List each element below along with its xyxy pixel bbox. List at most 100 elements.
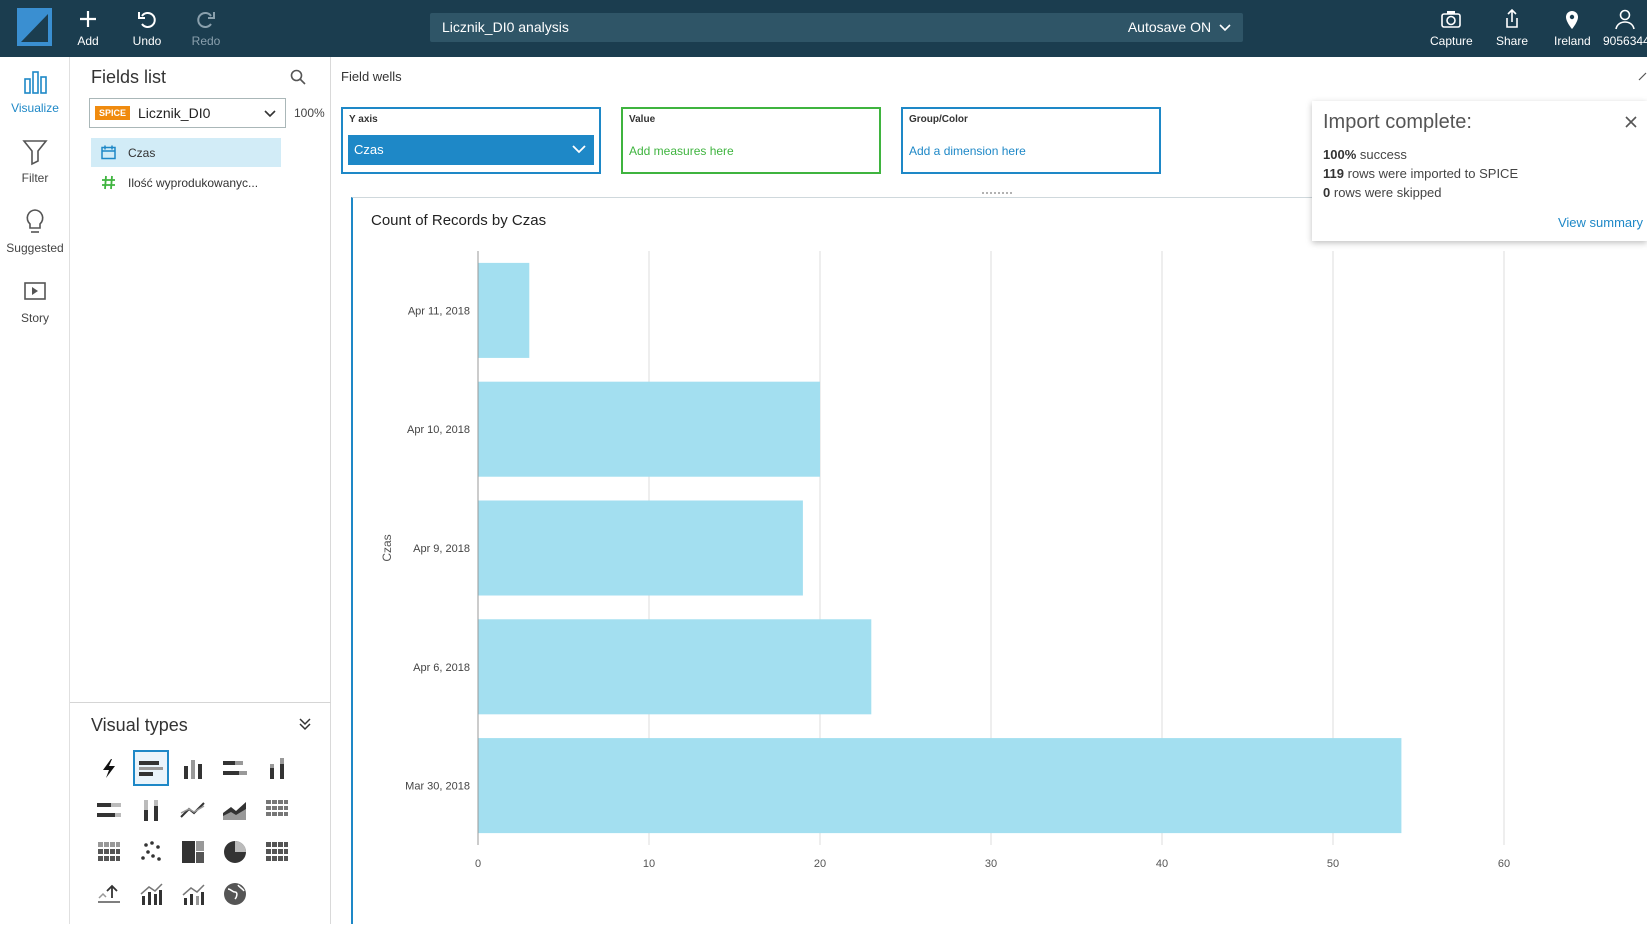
camera-icon xyxy=(1430,7,1473,31)
geospatial-map-icon[interactable] xyxy=(217,876,253,912)
double-chevron-down-icon[interactable] xyxy=(298,717,312,736)
capture-button[interactable]: Capture xyxy=(1430,7,1473,48)
area-chart-icon[interactable] xyxy=(217,792,253,828)
divider xyxy=(70,702,331,703)
heat-map-icon[interactable] xyxy=(91,834,127,870)
chevron-down-icon xyxy=(263,106,277,125)
skipped-value: 0 xyxy=(1323,185,1331,200)
value-well-placeholder: Add measures here xyxy=(629,144,734,158)
y-axis-field-pill[interactable]: Czas xyxy=(348,135,594,165)
toast-success-line: 100% success xyxy=(1323,147,1407,162)
y-axis-well-label: Y axis xyxy=(349,114,378,125)
spice-usage: 100% xyxy=(294,106,325,120)
hash-icon xyxy=(101,175,116,193)
group-color-well[interactable]: Group/Color Add a dimension here xyxy=(901,107,1161,174)
x-tick-label: 50 xyxy=(1327,858,1339,870)
toast-imported-line: 119 rows were imported to SPICE xyxy=(1323,166,1518,181)
horizontal-bar-icon[interactable] xyxy=(133,750,169,786)
field-item-czas[interactable]: Czas xyxy=(91,138,281,167)
autosave-label: Autosave ON xyxy=(1127,19,1212,35)
field-wells-label[interactable]: Field wells xyxy=(341,69,402,84)
plus-icon xyxy=(58,7,118,31)
scatter-plot-icon[interactable] xyxy=(133,834,169,870)
capture-label: Capture xyxy=(1430,34,1473,48)
y-tick-label: Mar 30, 2018 xyxy=(405,781,470,793)
nav-filter[interactable]: Filter xyxy=(0,137,70,185)
share-label: Share xyxy=(1496,34,1529,48)
y-tick-label: Apr 6, 2018 xyxy=(413,662,470,674)
nav-story[interactable]: Story xyxy=(0,277,70,325)
bar[interactable] xyxy=(478,262,530,358)
location-pin-icon xyxy=(1554,7,1591,31)
nav-suggested[interactable]: Suggested xyxy=(0,207,70,255)
undo-button[interactable]: Undo xyxy=(117,7,177,48)
fields-panel: Fields list SPICE Licznik_DI0 100% Czas … xyxy=(70,57,331,924)
y-tick-label: Apr 10, 2018 xyxy=(407,424,470,436)
field-item-ilosc[interactable]: Ilość wyprodukowanyc... xyxy=(91,168,281,197)
dataset-name: Licznik_DI0 xyxy=(138,105,211,121)
kpi-icon[interactable] xyxy=(91,876,127,912)
resize-handle[interactable] xyxy=(981,191,1013,195)
y-axis-well[interactable]: Y axis Czas xyxy=(341,107,601,174)
autosave-toggle[interactable]: Autosave ON xyxy=(1128,19,1231,35)
table-icon[interactable] xyxy=(259,834,295,870)
pie-chart-icon[interactable] xyxy=(217,834,253,870)
close-icon[interactable] xyxy=(1625,115,1637,133)
top-bar: Add Undo Redo Licznik_DI0 analysis Autos… xyxy=(0,0,1647,57)
group-color-well-label: Group/Color xyxy=(909,114,968,125)
redo-icon xyxy=(176,7,236,31)
stacked-column-icon[interactable] xyxy=(259,750,295,786)
x-tick-label: 60 xyxy=(1498,858,1510,870)
region-button[interactable]: Ireland xyxy=(1554,7,1591,48)
bar[interactable] xyxy=(478,381,820,477)
percent-bar-icon[interactable] xyxy=(91,792,127,828)
stacked-bar-icon[interactable] xyxy=(217,750,253,786)
analysis-title[interactable]: Licznik_DI0 analysis xyxy=(442,19,569,35)
pivot-table-icon[interactable] xyxy=(259,792,295,828)
x-tick-label: 0 xyxy=(475,858,481,870)
nav-visualize[interactable]: Visualize xyxy=(0,67,70,115)
nav-suggested-label: Suggested xyxy=(6,241,64,255)
tree-map-icon[interactable] xyxy=(175,834,211,870)
quicksight-logo[interactable] xyxy=(17,8,52,46)
autograph-icon[interactable] xyxy=(91,750,127,786)
bar-chart-icon xyxy=(0,67,70,97)
bar[interactable] xyxy=(478,500,803,596)
add-button[interactable]: Add xyxy=(58,7,118,48)
fields-list-title: Fields list xyxy=(91,67,167,87)
region-label: Ireland xyxy=(1554,34,1591,48)
search-icon[interactable] xyxy=(290,69,306,90)
bar[interactable] xyxy=(478,738,1402,834)
share-button[interactable]: Share xyxy=(1496,7,1528,48)
calendar-icon xyxy=(101,145,116,163)
combo-bar-line-icon[interactable] xyxy=(133,876,169,912)
success-text: success xyxy=(1359,147,1407,162)
view-summary-link[interactable]: View summary xyxy=(1557,215,1643,230)
collapse-icon[interactable] xyxy=(1637,69,1647,87)
redo-button[interactable]: Redo xyxy=(176,7,236,48)
bar[interactable] xyxy=(478,619,872,715)
dataset-select[interactable]: SPICE Licznik_DI0 xyxy=(89,98,286,128)
line-chart-icon[interactable] xyxy=(175,792,211,828)
y-axis-field-name: Czas xyxy=(354,142,384,157)
lightbulb-icon xyxy=(0,207,70,237)
analysis-title-box[interactable]: Licznik_DI0 analysis Autosave ON xyxy=(430,13,1243,42)
bar-chart[interactable]: 0 10 20 30 40 50 60 Apr 11, 2018 Apr 10, 2018 Apr… xyxy=(353,198,1643,925)
vertical-bar-icon[interactable] xyxy=(175,750,211,786)
redo-label: Redo xyxy=(191,34,221,48)
toast-skipped-line: 0 rows were skipped xyxy=(1323,185,1442,200)
nav-filter-label: Filter xyxy=(21,171,49,185)
account-label: 9056344 xyxy=(1603,34,1647,48)
visual-container[interactable]: Count of Records by Czas 0 10 20 30 40 50 60 Ap… xyxy=(351,197,1647,924)
combo-stacked-line-icon[interactable] xyxy=(175,876,211,912)
field-label: Czas xyxy=(128,146,156,160)
percent-column-icon[interactable] xyxy=(133,792,169,828)
left-nav: Visualize Filter Suggested Story xyxy=(0,57,70,924)
account-button[interactable]: 9056344 xyxy=(1603,7,1647,48)
visual-title[interactable]: Count of Records by Czas xyxy=(371,212,547,229)
undo-label: Undo xyxy=(132,34,162,48)
x-tick-label: 40 xyxy=(1156,858,1168,870)
main-area: Field wells Y axis Czas Value Add measur… xyxy=(331,57,1647,924)
skipped-text: rows were skipped xyxy=(1333,185,1442,200)
value-well[interactable]: Value Add measures here xyxy=(621,107,881,174)
